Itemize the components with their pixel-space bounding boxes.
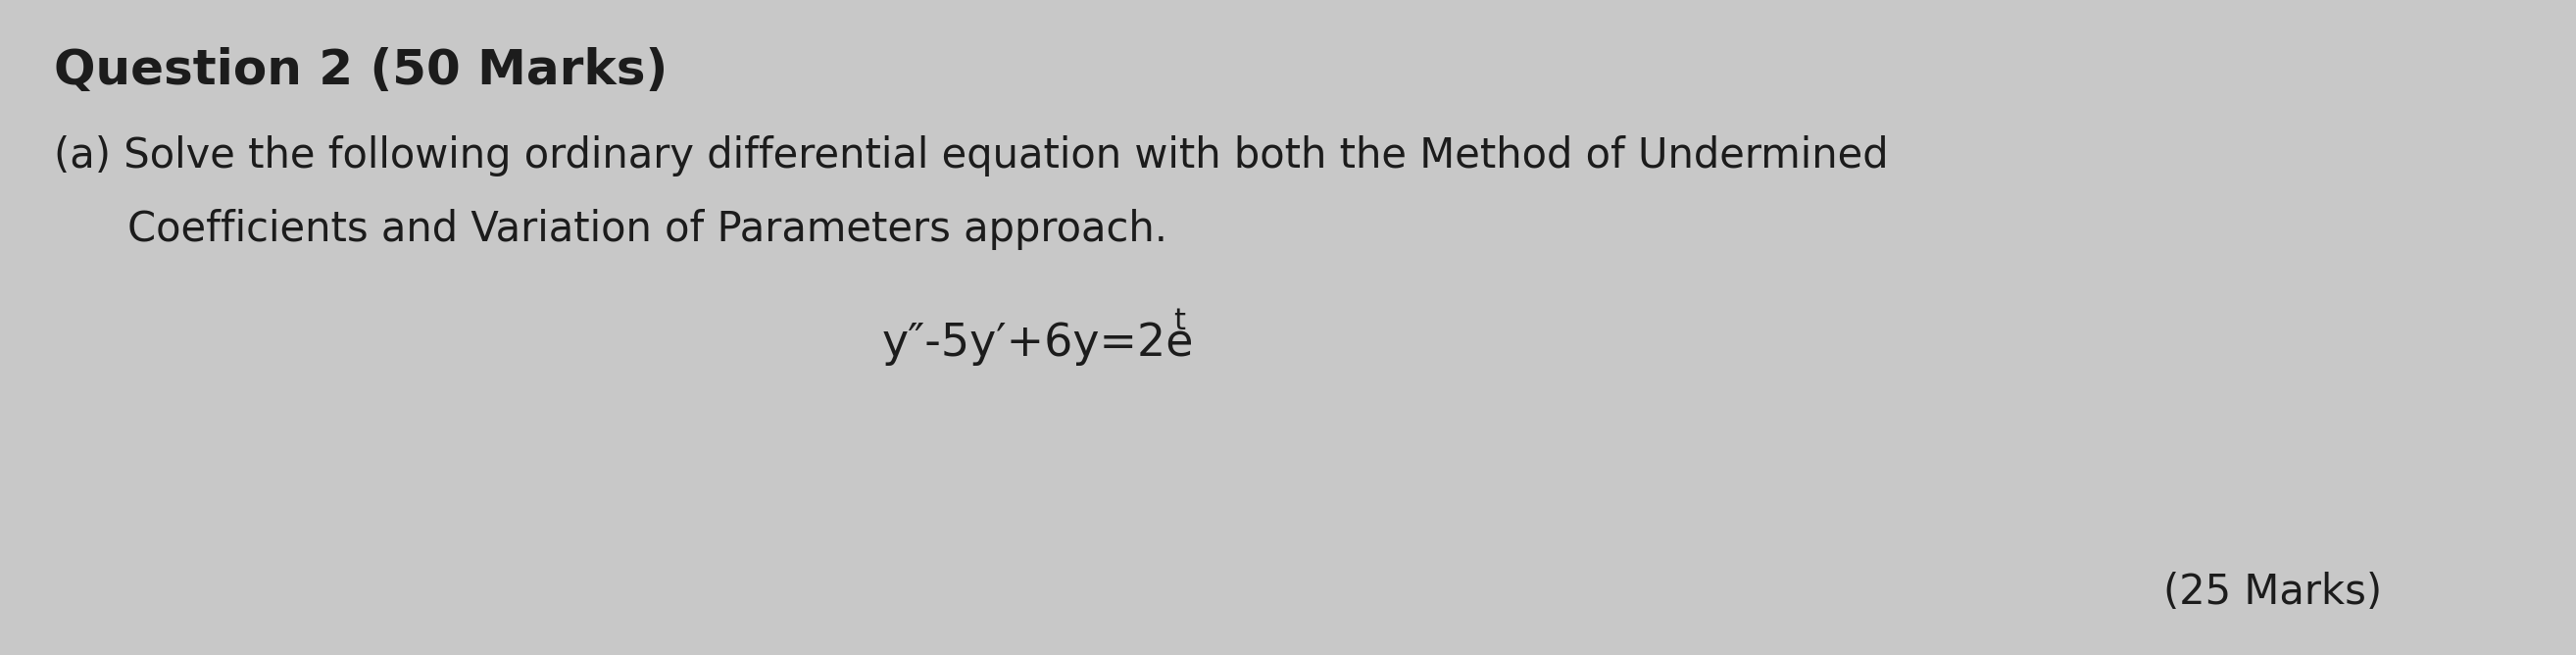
- Text: t: t: [1172, 307, 1185, 335]
- Text: (25 Marks): (25 Marks): [2164, 572, 2383, 613]
- Text: Question 2 (50 Marks): Question 2 (50 Marks): [54, 47, 667, 94]
- Text: (a) Solve the following ordinary differential equation with both the Method of U: (a) Solve the following ordinary differe…: [54, 136, 1888, 176]
- Text: y″-5y′+6y=2e: y″-5y′+6y=2e: [881, 322, 1195, 365]
- Text: Coefficients and Variation of Parameters approach.: Coefficients and Variation of Parameters…: [126, 209, 1167, 250]
